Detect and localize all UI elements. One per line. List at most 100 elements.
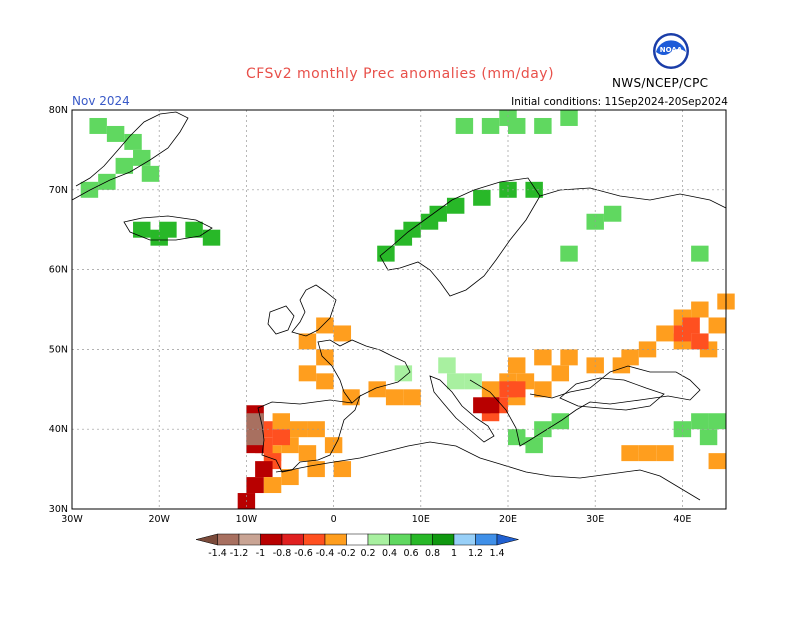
- anomaly-cell-greenland-east: [80, 181, 99, 198]
- colorbar-label: -1.4: [208, 548, 227, 559]
- anomaly-cell-portugal-wet-dry: [255, 461, 273, 478]
- anomaly-cell-adriatic-max: [481, 397, 500, 414]
- anomaly-cell-iberia-dry: [298, 445, 317, 462]
- anomaly-cell-balkans-dry: [534, 381, 552, 398]
- colorbar-swatch: [346, 533, 369, 546]
- colorbar-label: -0.4: [316, 548, 335, 559]
- anomaly-cell-ukraine-dry: [560, 349, 578, 366]
- colorbar-label: 0.2: [360, 548, 375, 559]
- anomaly-cell-alps-wet: [438, 357, 456, 374]
- axis-ticks: 30W 20W 10W 0 10E 20E 30E 40E 30N 40N 50N 60N 70N 80N: [49, 105, 692, 525]
- balkans-coastline: [469, 365, 701, 447]
- colorbar-swatch: [217, 533, 240, 546]
- anomaly-cell-norway-coast: [429, 205, 447, 222]
- anomaly-cell-portugal-extreme: [246, 429, 264, 446]
- anomaly-cell-alps-wet: [464, 373, 482, 390]
- noaa-logo: NOAA: [653, 33, 689, 69]
- anomaly-cell-portugal-extreme: [246, 413, 264, 430]
- anomaly-cell-russia-dry: [656, 325, 674, 342]
- anomaly-cell-balkans-dry: [481, 381, 500, 398]
- colorbar-label: 0.6: [403, 548, 418, 559]
- anomaly-cell-france-dry: [298, 365, 317, 382]
- anomaly-cell-greenland-east: [124, 133, 142, 150]
- coastlines: [71, 111, 727, 501]
- lat-tick-label: 80N: [49, 105, 68, 116]
- colorbar-label: -1.2: [230, 548, 249, 559]
- lon-tick-label: 10E: [412, 514, 430, 525]
- anomaly-cell-uk-dry: [333, 325, 352, 342]
- anomaly-cell-france-dry: [316, 373, 334, 390]
- lat-tick-label: 40N: [49, 424, 68, 435]
- colorbar-label: -0.2: [337, 548, 356, 559]
- initial-conditions: Initial conditions: 11Sep2024-20Sep2024: [511, 96, 728, 108]
- colorbar-end-low: [195, 533, 218, 546]
- lon-tick-label: 20W: [148, 514, 170, 525]
- colorbar-swatch: [303, 533, 326, 546]
- colorbar-swatch: [260, 533, 283, 546]
- britain-coastline: [291, 284, 337, 337]
- colorbar-label: 0.8: [425, 548, 440, 559]
- colorbar-swatch: [432, 533, 455, 546]
- anomaly-cell-svalbard: [534, 117, 552, 134]
- anomaly-cell-russia-dry: [691, 301, 709, 318]
- anomaly-cell-ukraine-dry: [508, 357, 526, 374]
- anomaly-cell-iceland: [202, 229, 221, 246]
- anomaly-cell-balkans-core: [508, 381, 526, 398]
- anomaly-cell-france-dry: [342, 389, 360, 406]
- anomaly-cell-norway-coast: [377, 245, 395, 262]
- colorbar-label: 1.2: [468, 548, 483, 559]
- anomaly-cell-finland-russia: [603, 205, 622, 222]
- iberia-coastline: [257, 394, 361, 473]
- colorbar-label: 1: [451, 548, 457, 559]
- colorbar-label: 1.4: [489, 548, 504, 559]
- anomaly-cell-iceland: [133, 221, 151, 238]
- anomaly-cell-turkey-dry: [621, 445, 639, 462]
- lon-tick-label: 30E: [586, 514, 604, 525]
- colorbar: -1.4 -1.2 -1 -0.8 -0.6 -0.4 -0.2 0.2 0.4 0.6 0.8 1 1…: [195, 533, 519, 559]
- anomaly-cell-iceland: [185, 221, 203, 238]
- anomaly-cell-france-dry: [403, 389, 421, 406]
- anomaly-cell-caucasus-wet: [691, 413, 709, 430]
- anomaly-cell-portugal-wet-dry: [246, 477, 264, 494]
- anomaly-cell-ukraine-dry: [612, 357, 631, 374]
- anomaly-cell-uk-dry: [298, 333, 317, 350]
- anomaly-cell-turkey-dry: [708, 453, 726, 470]
- anomaly-cell-france-dry: [385, 389, 404, 406]
- anomaly-cell-france-dry: [316, 349, 334, 366]
- anomaly-cell-iberia-dry: [307, 421, 325, 438]
- anomaly-cell-finland-russia: [691, 245, 709, 262]
- italy-coastline: [429, 375, 495, 443]
- anomaly-cell-iberia-core: [272, 429, 290, 446]
- anomaly-cell-iceland: [150, 229, 168, 246]
- anomaly-cell-greece-wet: [508, 429, 526, 446]
- colorbar-swatch: [281, 533, 304, 546]
- map-title: CFSv2 monthly Prec anomalies (mm/day): [245, 66, 555, 82]
- black-sea-coastline: [559, 377, 665, 411]
- anomaly-cell-greenland-east: [141, 165, 160, 182]
- anomaly-cell-turkey-dry: [638, 445, 657, 462]
- anomaly-cell-turkey-dry: [656, 445, 674, 462]
- lat-tick-label: 60N: [49, 265, 68, 276]
- ireland-coastline: [267, 305, 295, 335]
- anomaly-cell-ukraine-dry: [551, 365, 570, 382]
- colorbar-label: -1: [256, 548, 265, 559]
- anomaly-cell-france-dry: [368, 381, 386, 398]
- anomaly-cell-russia-dry-core: [691, 333, 709, 350]
- anomaly-cell-caucasus-wet: [699, 429, 718, 446]
- noaa-logo-text: NOAA: [660, 46, 683, 54]
- lon-tick-label: 20E: [499, 514, 517, 525]
- anomaly-cell-greenland-east: [89, 117, 107, 134]
- lat-tick-label: 30N: [49, 504, 68, 515]
- lon-tick-label: 30W: [61, 514, 83, 525]
- anomaly-cell-svalbard: [455, 117, 474, 134]
- agency-label: NWS/NCEP/CPC: [612, 76, 709, 90]
- iceland-coastline: [123, 215, 213, 241]
- anomaly-cell-morocco-dry: [307, 461, 325, 478]
- colorbar-label: -0.6: [294, 548, 313, 559]
- france-coastline: [317, 339, 411, 404]
- colorbar-swatch: [410, 533, 433, 546]
- anomaly-cell-greenland-east: [115, 157, 134, 174]
- lat-tick-label: 70N: [49, 185, 68, 196]
- anomaly-cell-uk-dry: [316, 317, 334, 334]
